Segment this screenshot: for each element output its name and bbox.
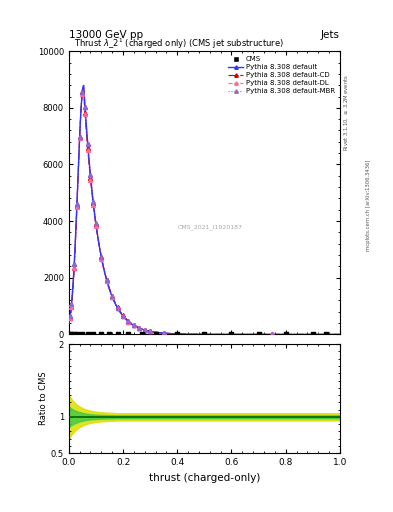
Text: Thrust $\lambda\_2^1$ (charged only) (CMS jet substructure): Thrust $\lambda\_2^1$ (charged only) (CM… (74, 37, 284, 51)
Point (84, 330, 91, 338)
Point (283, 330, 289, 338)
Point (90, 330, 96, 338)
Point (114, 330, 121, 338)
Text: CMS_2021_I1920187: CMS_2021_I1920187 (177, 224, 242, 229)
Y-axis label: Ratio to CMS: Ratio to CMS (39, 372, 48, 425)
Point (228, 330, 235, 338)
Point (74, 330, 80, 338)
Point (201, 330, 208, 338)
Point (71, 330, 77, 338)
Text: Rivet 3.1.10, $\geq$ 3.2M events: Rivet 3.1.10, $\geq$ 3.2M events (343, 74, 350, 151)
Point (79, 330, 86, 338)
X-axis label: thrust (charged-only): thrust (charged-only) (149, 473, 260, 482)
Point (174, 330, 180, 338)
Point (68, 330, 75, 338)
Point (255, 330, 262, 338)
Text: 13000 GeV pp: 13000 GeV pp (69, 30, 143, 40)
Point (67, 330, 73, 338)
Point (139, 330, 145, 338)
Point (310, 330, 316, 338)
Text: Jets: Jets (321, 30, 340, 40)
Point (323, 330, 329, 338)
Text: mcplots.cern.ch [arXiv:1306.3436]: mcplots.cern.ch [arXiv:1306.3436] (366, 159, 371, 250)
Point (106, 330, 113, 338)
Point (98, 330, 105, 338)
Legend: CMS, Pythia 8.308 default, Pythia 8.308 default-CD, Pythia 8.308 default-DL, Pyt: CMS, Pythia 8.308 default, Pythia 8.308 … (226, 55, 336, 96)
Point (152, 330, 159, 338)
Point (125, 330, 132, 338)
